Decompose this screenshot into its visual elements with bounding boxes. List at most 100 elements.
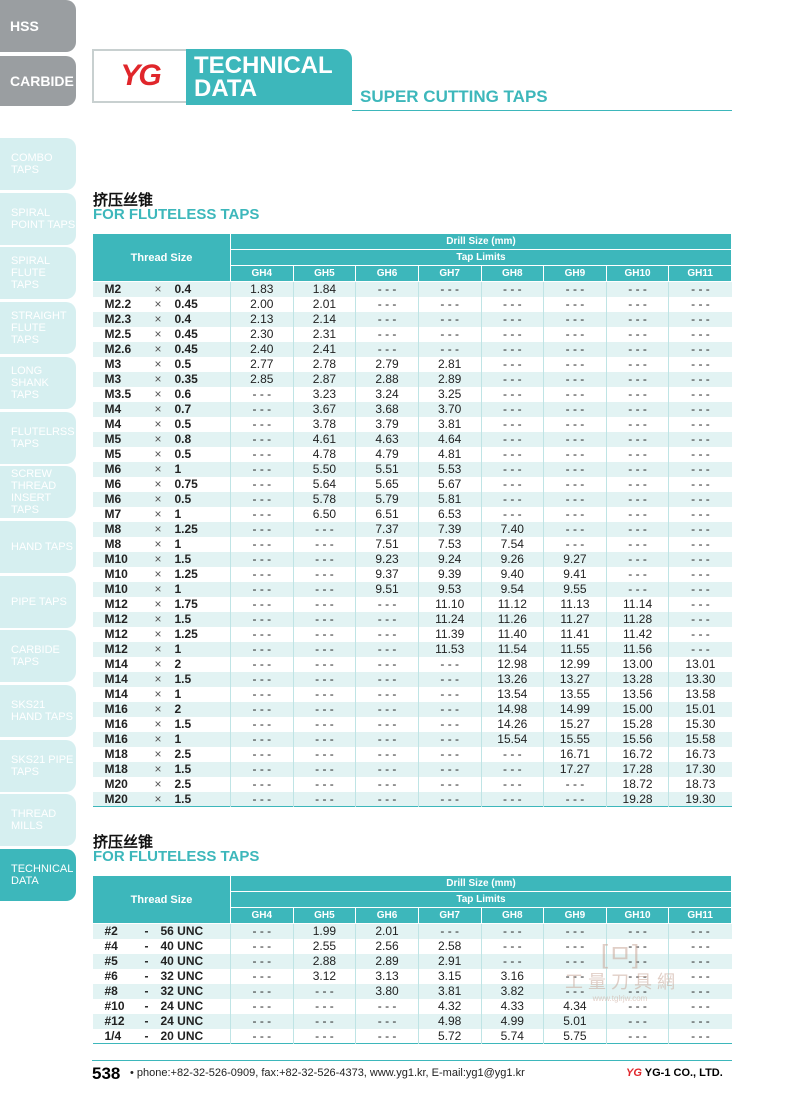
thread-size-cell: M8 × 1.25 (92, 521, 231, 537)
drill-size-cell: - - - (355, 761, 419, 777)
thread-number: #10 (104, 999, 125, 1013)
table-row: 1/4-20 UNC - - -- - -- - -5.72 5.74 5.75- -… (92, 1028, 732, 1044)
times-sign: × (154, 717, 162, 731)
drill-size-cell: - - - (605, 566, 669, 582)
thread-diameter: M5 (104, 432, 122, 446)
drill-size-cell: 13.00 (605, 656, 669, 672)
drill-size-cell: - - - (480, 923, 544, 939)
side-tab-long-shank-taps[interactable]: LONG SHANK TAPS (0, 356, 76, 409)
side-tab-carbide-taps[interactable]: CARBIDE TAPS (0, 630, 76, 683)
drill-size-cell: - - - (292, 716, 356, 732)
drill-size-cell: - - - (230, 761, 294, 777)
table-row: M12 × 1- - -- - -- - -11.53 11.54 11.55 11.56… (92, 641, 732, 657)
thread-size-header: Thread Size (92, 875, 231, 924)
drill-size-cell: - - - (355, 296, 419, 312)
side-tab-straight-flute-taps[interactable]: STRAIGHT FLUTE TAPS (0, 302, 76, 355)
thread-pitch: 24 UNC (160, 999, 204, 1013)
thread-pitch: 2 (174, 702, 182, 716)
drill-size-cell: - - - (230, 386, 294, 402)
side-tab-spiral-point-taps[interactable]: SPIRAL POINT TAPS (0, 192, 76, 245)
thread-diameter: M4 (104, 402, 122, 416)
drill-size-cell: - - - (543, 536, 607, 552)
drill-size-cell: - - - (668, 998, 732, 1014)
thread-size-cell: #4 -40 UNC (92, 938, 231, 954)
drill-size-cell: - - - (355, 1013, 419, 1029)
drill-size-cell: 2.01 (355, 923, 419, 939)
drill-size-cell: - - - (292, 983, 356, 999)
thread-size-cell: M5 × 0.8 (92, 431, 231, 447)
side-tab-flutelrss-taps[interactable]: FLUTELRSS TAPS (0, 411, 76, 464)
drill-size-cell: - - - (543, 776, 607, 792)
drill-size-cell: 9.37 (355, 566, 419, 582)
drill-size-cell: 15.00 (605, 701, 669, 717)
drill-size-cell: - - - (668, 566, 732, 582)
drill-size-cell: 15.27 (543, 716, 607, 732)
side-tab-hand-taps[interactable]: HAND TAPS (0, 520, 76, 573)
drill-size-cell: - - - (605, 1013, 669, 1029)
drill-size-cell: - - - (230, 536, 294, 552)
limit-header-gh5: GH5 (292, 265, 357, 282)
table-row: #10-24 UNC - - -- - -- - -4.32 4.33 4.34- -… (92, 998, 732, 1014)
thread-pitch: 1.5 (174, 552, 192, 566)
drill-size-cell: - - - (543, 968, 607, 984)
drill-size-cell: - - - (230, 671, 294, 687)
tab-hss[interactable]: HSS (0, 0, 76, 52)
thread-pitch: 1 (174, 507, 182, 521)
side-tab-sks21-hand-taps[interactable]: SKS21 HAND TAPS (0, 685, 76, 737)
drill-size-cell: - - - (480, 761, 544, 777)
drill-size-cell: - - - (543, 983, 607, 999)
thread-size-cell: #2 -56 UNC (92, 923, 231, 939)
limit-header-gh9: GH9 (543, 907, 607, 924)
drill-size-cell: - - - (292, 551, 356, 567)
thread-diameter: M20 (104, 791, 128, 806)
drill-size-cell: - - - (355, 611, 419, 627)
times-sign: × (154, 777, 162, 791)
drill-size-cell: 15.56 (605, 731, 669, 747)
limit-header-gh8: GH8 (480, 907, 545, 924)
thread-pitch: 0.4 (174, 312, 192, 326)
thread-size-cell: M4 × 0.7 (92, 401, 231, 417)
drill-size-cell: 7.40 (480, 521, 544, 537)
times-sign: × (154, 702, 162, 716)
thread-size-cell: M12 × 1.75 (92, 596, 231, 612)
drill-size-cell: - - - (230, 506, 294, 522)
side-tab-screw-thread-insert-taps[interactable]: SCREW THREAD INSERT TAPS (0, 466, 76, 519)
side-tab-combo-taps[interactable]: COMBO TAPS (0, 138, 76, 190)
side-tab-pipe-taps[interactable]: PIPE TAPS (0, 575, 76, 628)
side-tab-spiral-flute-taps[interactable]: SPIRAL FLUTE TAPS (0, 247, 76, 300)
drill-size-cell: 5.79 (355, 491, 419, 507)
tab-carbide[interactable]: CARBIDE (0, 56, 76, 106)
drill-size-cell: - - - (543, 281, 607, 297)
yg-logo: YG (92, 49, 188, 103)
drill-size-cell: - - - (605, 998, 669, 1014)
drill-size-cell: - - - (605, 476, 669, 492)
drill-size-cell: 3.23 (292, 386, 356, 402)
drill-size-cell: - - - (230, 701, 294, 717)
drill-size-cell: - - - (480, 491, 544, 507)
drill-size-cell: - - - (668, 446, 732, 462)
drill-size-cell: 2.87 (292, 371, 356, 387)
thread-size-cell: 1/4 -20 UNC (92, 1028, 231, 1044)
limit-header-gh11: GH11 (668, 907, 732, 924)
thread-pitch: 2.5 (174, 777, 192, 791)
thread-pitch: 2 (174, 657, 182, 671)
drill-size-cell: - - - (605, 953, 669, 969)
thread-size-cell: M6 × 0.75 (92, 476, 231, 492)
drill-size-cell: - - - (417, 326, 481, 342)
side-tab-sks21-pipe-taps[interactable]: SKS21 PIPE TAPS (0, 739, 76, 792)
drill-size-cell: - - - (668, 596, 732, 612)
times-sign: × (154, 791, 162, 806)
drill-size-cell: - - - (668, 416, 732, 432)
side-tab-technical-data[interactable]: TECHNICAL DATA (0, 849, 76, 902)
side-tab-thread-mills[interactable]: THREAD MILLS (0, 794, 76, 847)
times-sign: × (154, 357, 162, 371)
drill-size-cell: 2.30 (230, 326, 294, 342)
drill-size-cell: - - - (668, 431, 732, 447)
drill-size-cell: 7.39 (417, 521, 481, 537)
drill-size-cell: - - - (543, 461, 607, 477)
drill-size-cell: - - - (355, 776, 419, 792)
drill-size-cell: - - - (230, 581, 294, 597)
thread-size-cell: M2.3 × 0.4 (92, 311, 231, 327)
thread-pitch: 0.45 (174, 297, 198, 311)
drill-size-cell: - - - (230, 626, 294, 642)
